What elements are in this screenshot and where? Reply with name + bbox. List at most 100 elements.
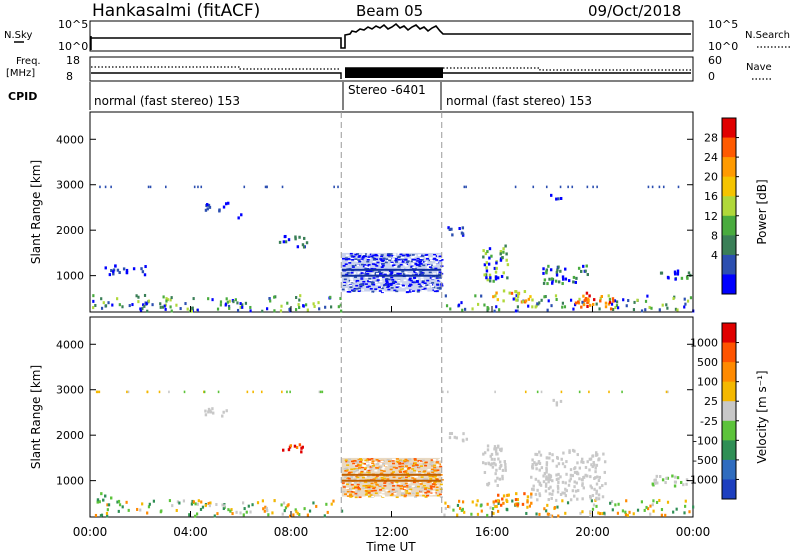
data-cell bbox=[551, 453, 554, 457]
stereo-cell bbox=[376, 272, 380, 275]
data-cell bbox=[148, 502, 151, 506]
data-cell bbox=[575, 276, 578, 280]
data-cell bbox=[486, 502, 489, 506]
data-cell bbox=[483, 263, 487, 267]
stereo-cell bbox=[404, 476, 408, 479]
colorbar-segment bbox=[722, 440, 736, 461]
data-cell bbox=[92, 299, 95, 303]
data-cell bbox=[575, 481, 578, 485]
data-cell bbox=[503, 460, 506, 464]
stereo-cell bbox=[420, 276, 424, 278]
stereo-cell bbox=[345, 483, 349, 486]
data-cell bbox=[476, 499, 479, 503]
data-cell bbox=[576, 497, 579, 501]
data-cell bbox=[546, 282, 549, 286]
stereo-cell bbox=[366, 286, 370, 288]
data-cell bbox=[116, 500, 119, 504]
data-cell bbox=[632, 512, 635, 516]
x-tick-label: 12:00 bbox=[374, 525, 409, 539]
data-cell bbox=[589, 475, 592, 479]
stereo-cell bbox=[400, 465, 404, 468]
stereo-cell bbox=[436, 284, 440, 286]
stereo-cell bbox=[393, 483, 397, 485]
stereo-cell bbox=[379, 496, 383, 499]
stereo-cell bbox=[350, 468, 354, 471]
data-cell bbox=[644, 299, 648, 303]
stereo-cell bbox=[395, 284, 399, 287]
stereo-cell bbox=[350, 255, 354, 257]
data-cell bbox=[593, 476, 596, 480]
data-cell bbox=[578, 390, 581, 394]
stereo-cell bbox=[361, 283, 365, 285]
stereo-cell bbox=[373, 486, 377, 489]
data-cell bbox=[565, 460, 568, 464]
data-cell bbox=[567, 185, 569, 189]
stereo-cell bbox=[431, 277, 435, 280]
data-cell bbox=[492, 295, 495, 299]
data-cell bbox=[559, 475, 562, 479]
stereo-cell bbox=[432, 493, 436, 495]
stereo-cell bbox=[401, 485, 405, 487]
stereo-cell bbox=[354, 258, 358, 261]
stereo-cell bbox=[429, 267, 433, 269]
data-cell bbox=[586, 273, 589, 277]
stereo-cell bbox=[381, 491, 385, 494]
stereo-cell bbox=[388, 496, 392, 499]
stereo-cell bbox=[420, 476, 424, 478]
stereo-cell bbox=[437, 279, 441, 282]
data-cell bbox=[470, 512, 473, 516]
data-cell bbox=[289, 514, 292, 518]
data-cell bbox=[594, 470, 597, 474]
stereo-cell bbox=[404, 470, 408, 472]
data-cell bbox=[193, 185, 196, 189]
stereo-cell bbox=[368, 277, 372, 280]
data-cell bbox=[531, 463, 534, 467]
data-cell bbox=[592, 302, 595, 306]
stereo-cell bbox=[435, 261, 439, 264]
data-cell bbox=[597, 497, 601, 501]
data-cell bbox=[679, 480, 683, 484]
stereo-cell bbox=[413, 277, 417, 279]
stereo-cell bbox=[354, 253, 358, 256]
stereo-cell bbox=[399, 468, 403, 471]
stereo-cell bbox=[404, 465, 408, 467]
data-cell bbox=[199, 507, 203, 511]
stereo-cell bbox=[381, 290, 385, 293]
data-cell bbox=[617, 306, 620, 310]
stereo-cell bbox=[390, 482, 394, 484]
stereo-cell bbox=[386, 284, 390, 286]
stereo-cell bbox=[352, 255, 356, 258]
data-cell bbox=[551, 492, 554, 496]
data-cell bbox=[142, 303, 145, 307]
data-cell bbox=[557, 197, 560, 201]
data-cell bbox=[491, 462, 494, 466]
stereo-cell bbox=[355, 284, 359, 287]
colorbar-segment bbox=[722, 362, 736, 383]
stereo-cell bbox=[367, 280, 371, 283]
stereo-cell bbox=[391, 488, 395, 491]
stereo-cell bbox=[400, 260, 404, 262]
data-cell bbox=[545, 475, 548, 479]
data-cell bbox=[536, 498, 539, 502]
data-cell bbox=[303, 236, 306, 240]
data-cell bbox=[551, 459, 555, 463]
stereo-cell bbox=[364, 467, 368, 469]
stereo-cell bbox=[362, 265, 366, 268]
data-cell bbox=[496, 499, 500, 503]
stereo-cell bbox=[420, 271, 424, 274]
data-cell bbox=[547, 512, 551, 516]
stereo-cell bbox=[429, 277, 433, 279]
data-cell bbox=[502, 299, 505, 303]
stereo-cell bbox=[406, 468, 410, 470]
data-cell bbox=[112, 268, 116, 272]
data-cell bbox=[108, 273, 112, 277]
data-cell bbox=[535, 512, 538, 516]
data-cell bbox=[239, 305, 242, 309]
stereo-cell bbox=[380, 287, 384, 290]
data-cell bbox=[264, 185, 267, 189]
data-cell bbox=[555, 464, 558, 468]
data-cell bbox=[104, 494, 107, 498]
stereo-cell bbox=[405, 291, 409, 294]
data-cell bbox=[551, 281, 554, 285]
